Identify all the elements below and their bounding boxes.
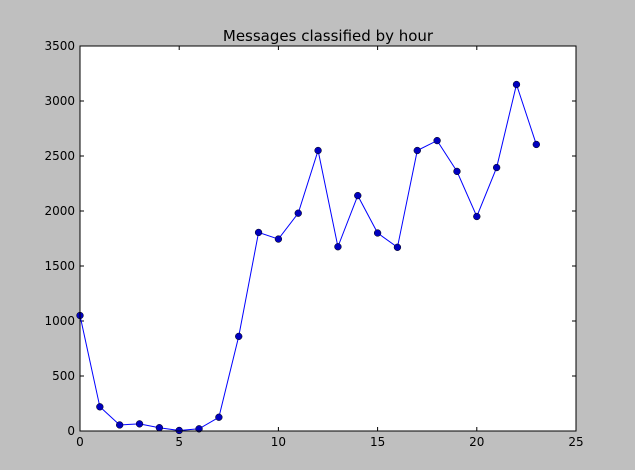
data-point	[532, 140, 540, 149]
data-point	[413, 146, 421, 155]
chart-title: Messages classified by hour	[223, 27, 434, 45]
data-point	[235, 332, 243, 341]
data-point	[294, 209, 302, 217]
x-axis-ticks: 0 5 10 15 20 25	[76, 46, 584, 449]
data-point	[393, 243, 402, 251]
y-tick-label: 1500	[44, 259, 75, 273]
x-tick-label: 20	[469, 435, 484, 449]
data-point	[473, 212, 481, 221]
y-tick-label: 1000	[44, 314, 75, 328]
plot-area	[80, 46, 576, 431]
data-point	[96, 403, 104, 411]
data-point	[354, 191, 362, 200]
y-tick-label: 2000	[44, 204, 75, 218]
data-point	[135, 420, 144, 428]
data-point	[453, 167, 461, 176]
data-point	[155, 424, 164, 432]
data-point	[274, 235, 283, 243]
data-point	[254, 228, 263, 237]
data-point	[116, 421, 124, 429]
data-point	[314, 146, 322, 155]
data-series	[76, 80, 540, 435]
x-tick-label: 25	[568, 435, 583, 449]
x-tick-label: 0	[76, 435, 84, 449]
data-point	[492, 163, 501, 172]
x-tick-label: 15	[370, 435, 385, 449]
data-point	[334, 243, 342, 251]
data-point	[373, 229, 382, 237]
data-point	[512, 80, 521, 89]
data-point	[175, 426, 183, 435]
plot-frame	[79, 45, 577, 432]
data-point	[433, 136, 441, 145]
x-tick-label: 5	[175, 435, 183, 449]
x-tick-label: 10	[271, 435, 286, 449]
y-tick-label: 0	[67, 424, 75, 438]
y-tick-label: 2500	[44, 149, 75, 163]
y-tick-label: 500	[52, 369, 75, 383]
data-point	[215, 413, 223, 421]
y-tick-label: 3500	[44, 39, 75, 53]
y-tick-label: 3000	[44, 94, 75, 108]
